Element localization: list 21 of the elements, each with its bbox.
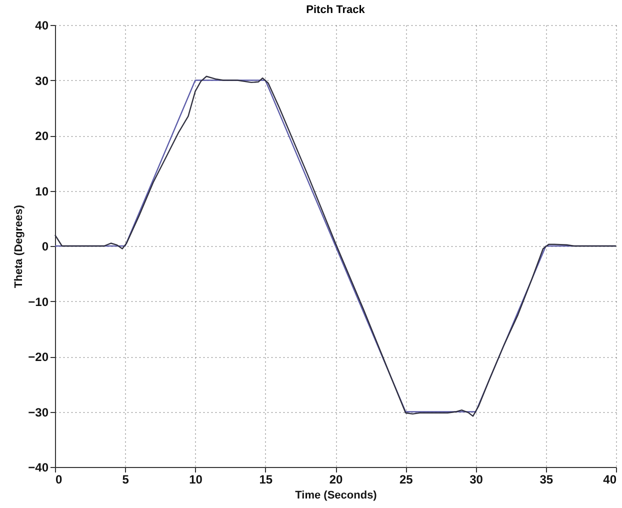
x-tick-label: 20 (329, 472, 343, 486)
y-axis-title: Theta (Degrees) (13, 204, 26, 288)
x-tick-label: 10 (189, 472, 203, 486)
y-tick-label: −10 (28, 294, 49, 309)
y-tick-label: −20 (28, 350, 49, 364)
x-tick-label: 25 (399, 472, 414, 486)
x-axis-title: Time (Seconds) (295, 490, 378, 502)
x-tick-label: 0 (56, 472, 62, 486)
y-tick-label: 20 (35, 129, 49, 143)
y-tick-label: −30 (28, 405, 49, 420)
x-tick-label: 40 (603, 472, 617, 486)
x-tick-label: 30 (470, 472, 484, 486)
chart-title: Pitch Track (306, 4, 366, 16)
x-tick-label: 15 (259, 472, 273, 486)
y-tick-label: 30 (35, 74, 49, 88)
x-tick-label: 35 (540, 472, 554, 486)
y-tick-label: 40 (35, 18, 49, 32)
y-tick-label: −40 (28, 460, 49, 474)
y-tick-label: 0 (42, 240, 49, 254)
x-tick-label: 5 (122, 472, 130, 486)
y-tick-label: 10 (35, 184, 49, 198)
